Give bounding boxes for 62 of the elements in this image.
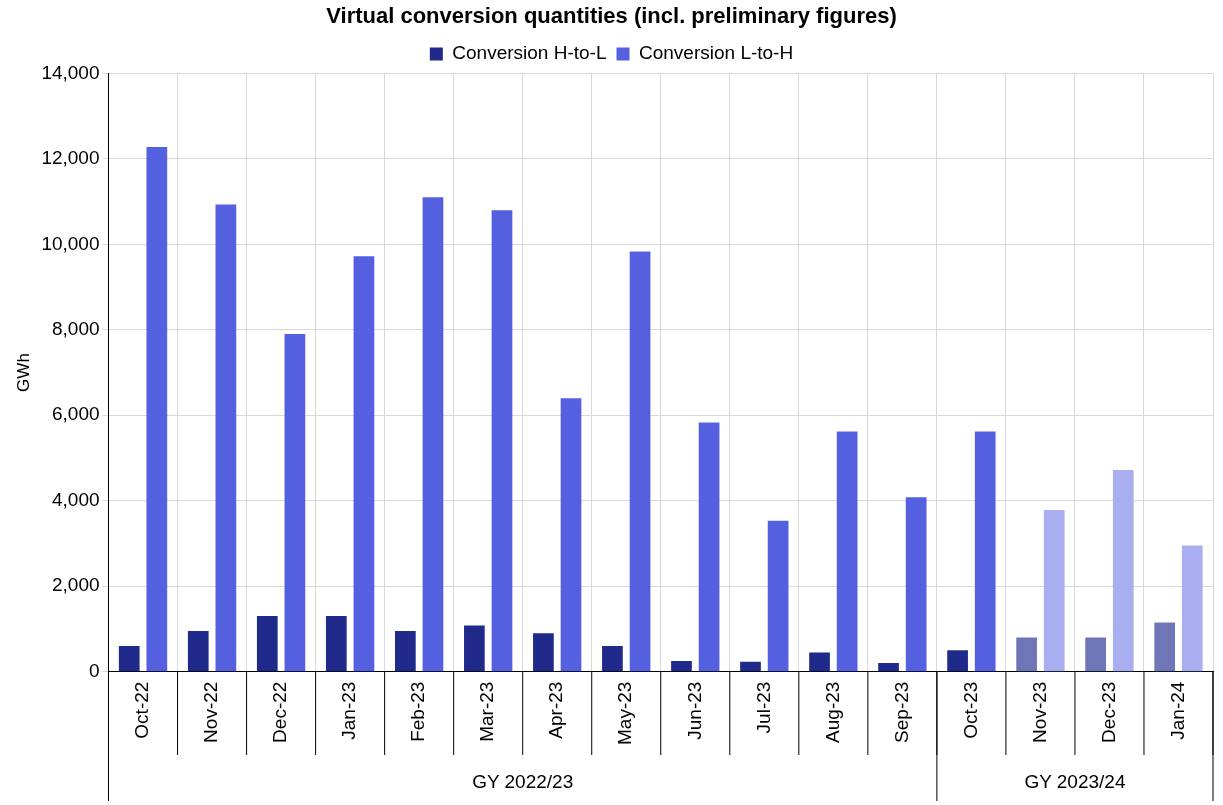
legend-label: Conversion L-to-H (639, 42, 794, 64)
bar (1112, 469, 1134, 672)
x-tick-label: May-23 (614, 681, 636, 745)
bar (146, 146, 168, 672)
y-tick-label: 2,000 (51, 574, 100, 596)
bar (394, 631, 416, 672)
x-tick-label: Feb-23 (407, 681, 429, 742)
bar (256, 616, 278, 672)
text: GY 2022/23 (472, 771, 574, 793)
bar (284, 334, 306, 672)
y-axis-title: GWh (13, 353, 33, 392)
x-tick-label: Apr-23 (545, 681, 567, 739)
bar (878, 663, 899, 672)
bar (974, 431, 996, 672)
y-tick-label: 14,000 (41, 61, 100, 83)
y-tick-label: 0 (88, 659, 100, 681)
bar (187, 631, 209, 672)
bar (464, 625, 485, 672)
bar (325, 616, 347, 672)
bar (353, 256, 375, 672)
bar (1043, 510, 1065, 672)
y-tick-label: 6,000 (51, 403, 100, 425)
bar (698, 422, 720, 672)
bar (905, 497, 927, 672)
bar (560, 398, 582, 672)
bar (533, 633, 554, 672)
y-tick-label: 12,000 (41, 147, 100, 169)
bar (215, 204, 237, 672)
x-tick-label: Sep-23 (890, 681, 912, 743)
bar (947, 650, 968, 672)
x-tick-label: Nov-23 (1028, 681, 1050, 743)
bar (491, 210, 513, 672)
x-tick-label: Jan-23 (338, 681, 360, 740)
bar (836, 431, 858, 672)
bar (1085, 637, 1106, 672)
bar (602, 646, 623, 672)
x-tick-label: Jul-23 (752, 681, 774, 734)
x-tick-label: Dec-23 (1097, 681, 1119, 743)
bar (809, 652, 830, 672)
bar (740, 661, 761, 672)
x-tick-label: Jan-24 (1166, 681, 1188, 740)
x-tick-label: Jun-23 (683, 681, 705, 740)
y-tick-label: 4,000 (51, 488, 100, 510)
bar (1016, 637, 1037, 672)
bar (118, 646, 140, 672)
text: GY 2023/24 (1024, 771, 1126, 793)
y-tick-label: 8,000 (51, 318, 100, 340)
y-tick-label: 10,000 (41, 232, 100, 254)
x-tick-label: Mar-23 (476, 681, 498, 742)
x-tick-label: Aug-23 (821, 681, 843, 743)
x-tick-label: Oct-22 (131, 681, 153, 739)
x-tick-label: Oct-23 (959, 681, 981, 739)
x-tick-label: Nov-22 (200, 681, 222, 743)
bar (1154, 622, 1176, 672)
chart-title: Virtual conversion quantities (incl. preliminary figures) (326, 3, 897, 29)
bar (671, 660, 692, 672)
bar (629, 251, 651, 672)
bar (422, 197, 444, 672)
x-tick-label: Dec-22 (269, 681, 291, 743)
bar (1181, 545, 1203, 672)
legend-label: Conversion H-to-L (452, 42, 607, 64)
bar (767, 520, 789, 672)
